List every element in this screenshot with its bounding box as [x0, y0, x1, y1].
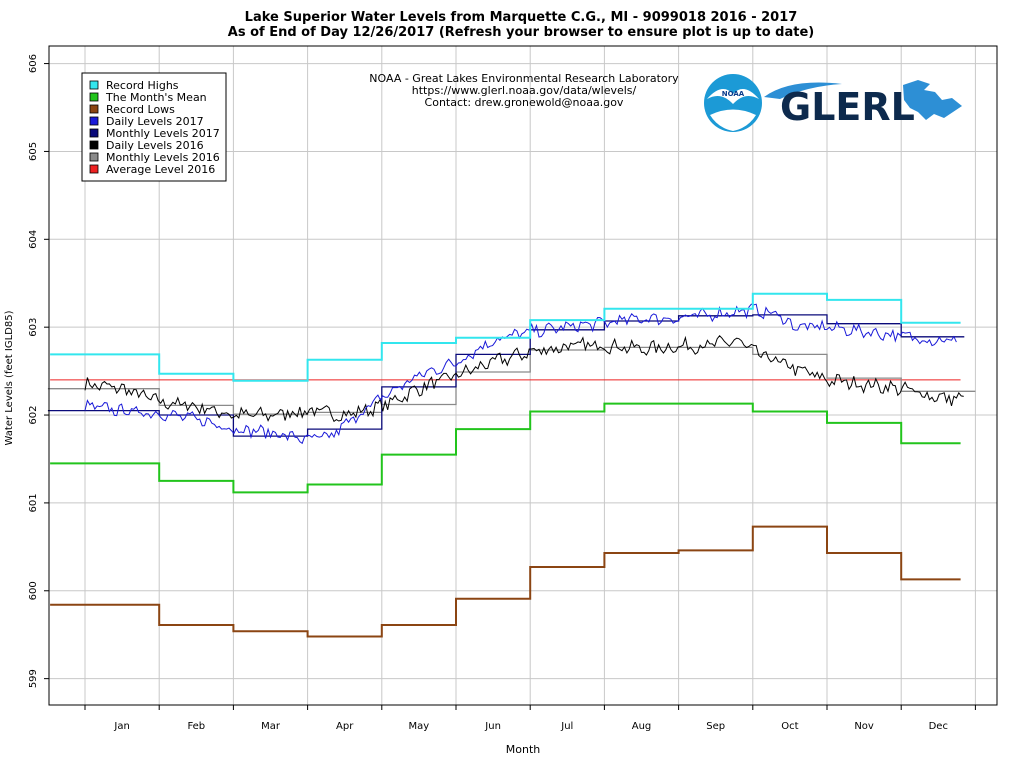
y-tick-label: 600 [28, 581, 39, 600]
legend-swatch [89, 104, 99, 114]
noaa-logo-bird [707, 89, 759, 104]
legend-label: Daily Levels 2016 [106, 139, 204, 152]
y-axis-label: Water Levels (feet IGLD85) [4, 310, 15, 445]
annotation-line-2: https://www.glerl.noaa.gov/data/wlevels/ [412, 84, 637, 97]
legend-swatch [89, 80, 99, 90]
annotation-line-3: Contact: drew.gronewold@noaa.gov [425, 96, 624, 109]
monthly-mean-series [50, 402, 961, 494]
legend-swatch [89, 128, 99, 138]
glerl-logo-swoosh [764, 82, 842, 99]
legend-box [81, 72, 227, 182]
legend-swatch [89, 152, 99, 162]
x-tick-label: Oct [781, 721, 798, 732]
noaa-logo-wave [710, 109, 756, 131]
monthly-2016-series [47, 346, 976, 415]
y-tick-label: 605 [28, 142, 39, 161]
y-tick-label: 606 [28, 54, 39, 73]
y-tick-label: 599 [28, 669, 39, 688]
chart-subtitle: As of End of Day 12/26/2017 (Refresh you… [228, 25, 814, 40]
y-tick-label: 604 [28, 230, 39, 249]
legend-label: The Month's Mean [105, 91, 207, 104]
x-tick-label: Jul [560, 721, 573, 732]
daily-2016-series [84, 335, 964, 423]
x-tick-label: May [409, 721, 430, 732]
annotation: NOAA - Great Lakes Environmental Researc… [369, 72, 679, 109]
y-tick-label: 602 [28, 405, 39, 424]
y-tick-label: 601 [28, 493, 39, 512]
x-tick-label: Jun [484, 721, 501, 732]
x-tick-label: Nov [854, 721, 874, 732]
legend-swatch [89, 116, 99, 126]
chart-title: Lake Superior Water Levels from Marquett… [245, 10, 798, 25]
legend-swatch [89, 140, 99, 150]
legend-label: Monthly Levels 2016 [106, 151, 220, 164]
legend-label: Daily Levels 2017 [106, 115, 204, 128]
legend-swatch [89, 164, 99, 174]
legend-label: Record Highs [106, 79, 179, 92]
glerl-logo: GLERL [764, 80, 962, 129]
x-ticks: Jan Feb Mar Apr May Jun Jul Aug Sep Oct Nov Dec [84, 705, 976, 732]
legend-label: Monthly Levels 2017 [106, 127, 220, 140]
plot-frame [48, 45, 998, 706]
record-lows-series [50, 525, 961, 638]
y-ticks: 599 600 601 602 603 604 605 606 [28, 54, 49, 688]
noaa-logo-text: NOAA [722, 90, 745, 98]
x-tick-label: Dec [929, 721, 948, 732]
record-highs-series [50, 292, 961, 382]
x-tick-label: Aug [632, 721, 652, 732]
annotation-line-1: NOAA - Great Lakes Environmental Researc… [369, 72, 679, 85]
legend-swatch [89, 92, 99, 102]
y-tick-label: 603 [28, 318, 39, 337]
x-tick-label: Feb [187, 721, 205, 732]
x-axis-label: Month [506, 743, 541, 756]
x-tick-label: Apr [336, 721, 354, 732]
x-tick-label: Mar [261, 721, 281, 732]
noaa-logo: NOAA [704, 74, 762, 132]
glerl-logo-text: GLERL [780, 85, 915, 129]
series [47, 292, 976, 638]
great-lakes-icon [903, 80, 962, 120]
legend-label: Record Lows [106, 103, 175, 116]
x-tick-label: Sep [706, 721, 725, 732]
daily-2017-series [84, 303, 957, 445]
x-tick-label: Jan [113, 721, 129, 732]
legend-label: Average Level 2016 [106, 163, 215, 176]
